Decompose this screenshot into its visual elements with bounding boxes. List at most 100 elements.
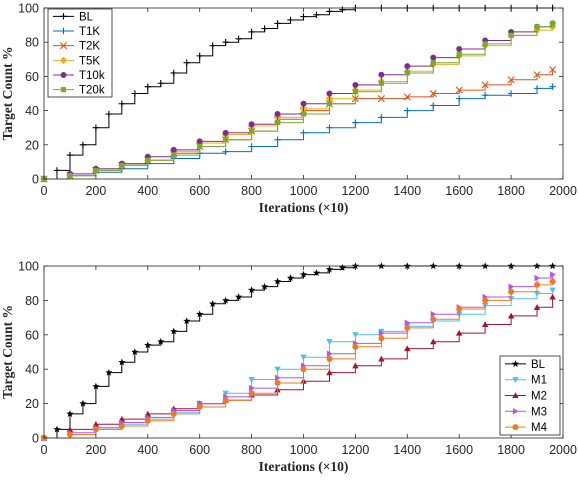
data-point [170,327,178,335]
data-point [170,69,177,77]
data-point [119,162,125,168]
data-point [145,157,151,163]
data-point [508,283,515,290]
data-point [222,390,229,397]
data-point [326,369,333,376]
x-tick-label: 400 [137,184,158,198]
data-point [79,399,87,407]
data-point [456,305,463,312]
data-point [249,384,255,392]
data-point [300,100,307,107]
data-point [273,277,282,285]
data-point [507,76,515,84]
y-tick-label: 40 [25,363,39,377]
data-point [549,278,556,285]
chart-panel-2: 0 200 400 600 800 1000 1200 1400 1600 1800 2000 0 20… [0,260,577,475]
data-point [481,81,489,89]
data-point [222,296,230,304]
legend-label: M2 [531,391,547,403]
data-point [378,114,385,121]
data-point [549,293,556,300]
data-point [430,54,437,61]
legend-entry-m4: M4 [505,422,548,434]
legend: BL T1K T2K T5K T10k T20k [47,8,113,98]
x-tick-label: 2000 [549,443,577,457]
x-tick-label: 200 [85,184,106,198]
data-point [274,119,281,126]
x-tick-label: 1200 [341,184,369,198]
legend-label: BL [531,359,546,371]
data-point [326,101,333,107]
data-point [274,111,281,118]
data-point [248,390,255,397]
legend-entry-m3: M3 [505,406,547,418]
data-point [300,354,307,361]
legend-marker [60,87,67,93]
legend-entry-t2k: T2K [53,41,100,53]
data-point [196,138,203,145]
data-point [550,271,556,278]
data-point [456,95,463,102]
legend-entry-bl: BL [505,359,546,371]
data-point [274,379,281,386]
y-tick-label: 60 [25,328,39,342]
data-point [157,337,165,345]
data-point [482,297,489,304]
data-point [274,366,281,373]
legend-marker [512,377,519,383]
data-point [131,90,139,97]
data-point [507,312,515,319]
y-tick-label: 100 [18,2,39,16]
x-tick-label: 600 [189,184,210,198]
data-point [326,8,333,15]
data-point [66,410,74,417]
data-point [404,70,410,76]
data-point [481,321,489,328]
data-point [196,52,203,60]
data-point [183,59,190,66]
data-point [430,316,437,323]
legend-marker [512,392,519,399]
data-point [404,324,411,331]
series-t20k [41,20,556,182]
data-point [235,293,243,301]
legend: BL M1 M2 M3 M4 [499,355,561,436]
data-point [196,404,203,411]
data-point [287,16,294,24]
data-point [144,83,151,90]
data-point [313,11,320,19]
data-point [404,319,411,326]
data-point [429,89,437,98]
legend-entry-m2: M2 [505,391,547,403]
y-axis-label: Target Count % [0,46,15,140]
data-point [53,167,61,174]
data-point [378,71,385,78]
data-point [260,282,269,290]
data-point [508,288,515,295]
legend-label: BL [79,11,94,23]
series-m4 [41,278,556,441]
data-point [352,332,359,338]
data-point [222,397,229,404]
data-point [352,119,359,126]
data-point [170,146,177,153]
data-point [79,141,87,148]
data-point [352,362,359,369]
data-point [209,42,216,49]
legend-marker [511,360,520,367]
data-point [326,350,333,357]
data-point [508,32,514,38]
data-point [550,20,556,26]
data-point [481,92,489,99]
data-point [105,110,113,118]
x-tick-label: 1400 [393,184,421,198]
data-point [274,374,281,381]
data-point [377,95,385,103]
data-point [430,60,436,66]
x-tick-label: 1800 [497,184,525,198]
data-point [170,410,177,417]
data-point [118,100,126,107]
data-point [352,81,359,88]
x-tick-label: 1400 [393,443,421,457]
